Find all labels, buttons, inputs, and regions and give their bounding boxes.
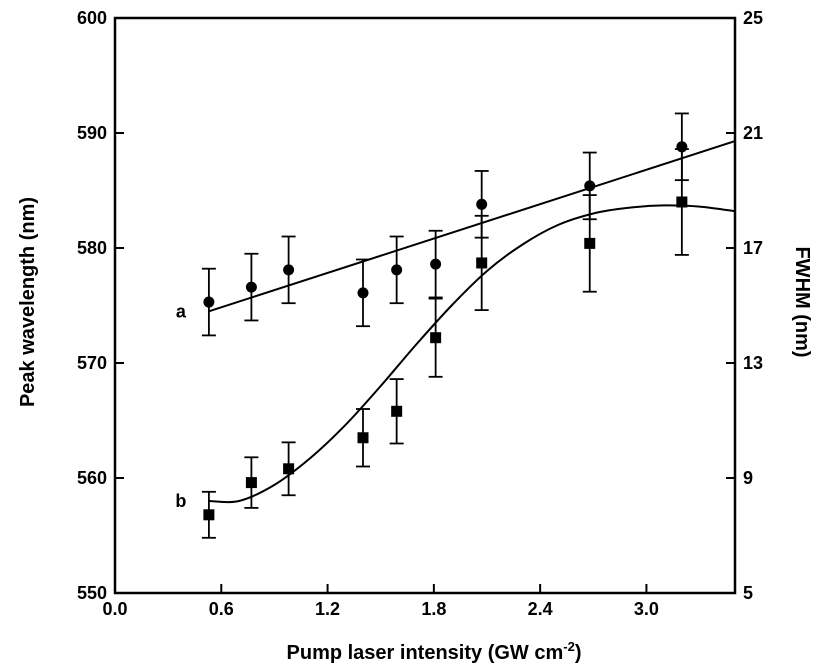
point-b xyxy=(430,332,442,344)
error-bars xyxy=(201,112,689,539)
series-labels: ab xyxy=(175,301,186,511)
point-a xyxy=(245,281,257,293)
x-axis-title: Pump laser intensity (GW cm-2) xyxy=(287,639,582,664)
point-a xyxy=(676,141,688,153)
point-b xyxy=(245,477,257,489)
point-a xyxy=(476,198,488,210)
series-label-a: a xyxy=(176,301,187,321)
plot-border xyxy=(113,16,737,595)
point-a xyxy=(203,296,215,308)
y-right-tick-label: 25 xyxy=(743,8,763,28)
x-tick-label: 3.0 xyxy=(634,599,659,619)
y-axis-right-title: FWHM (nm) xyxy=(791,246,813,357)
y-left-tick-label: 560 xyxy=(77,468,107,488)
point-a xyxy=(584,180,596,192)
plot-frame xyxy=(113,16,737,595)
series-label-b: b xyxy=(175,491,186,511)
y-right-tick-label: 13 xyxy=(743,353,763,373)
x-tick-label: 1.8 xyxy=(421,599,446,619)
x-tick-label: 0.0 xyxy=(102,599,127,619)
point-b xyxy=(203,509,215,521)
y-right-tick-label: 17 xyxy=(743,238,763,258)
y-left-tick-label: 590 xyxy=(77,123,107,143)
point-b xyxy=(476,257,488,269)
y-right-tick-label: 9 xyxy=(743,468,753,488)
point-b xyxy=(283,463,295,475)
y-left-tick-label: 600 xyxy=(77,8,107,28)
point-a xyxy=(391,264,403,276)
y-right-tick-label: 21 xyxy=(743,123,763,143)
x-tick-label: 1.2 xyxy=(315,599,340,619)
y-right-tick-label: 5 xyxy=(743,583,753,603)
y-axis-left-title: Peak wavelength (nm) xyxy=(17,197,39,407)
point-b xyxy=(584,237,596,249)
y-left-tick-label: 580 xyxy=(77,238,107,258)
point-b xyxy=(357,432,369,444)
fit-line-a xyxy=(208,140,736,313)
point-b xyxy=(676,196,688,208)
point-a xyxy=(357,287,369,299)
x-tick-label: 0.6 xyxy=(209,599,234,619)
axis-ticks: 0.0 0.6 1.2 1.8 2.4 3.0 550 560 570 580 590 600 5 9 13… xyxy=(77,8,763,619)
point-b xyxy=(391,405,403,417)
y-left-tick-label: 570 xyxy=(77,353,107,373)
x-tick-label: 2.4 xyxy=(528,599,553,619)
y-left-tick-label: 550 xyxy=(77,583,107,603)
point-a xyxy=(283,264,295,276)
point-a xyxy=(430,258,442,270)
data-points xyxy=(203,141,688,521)
